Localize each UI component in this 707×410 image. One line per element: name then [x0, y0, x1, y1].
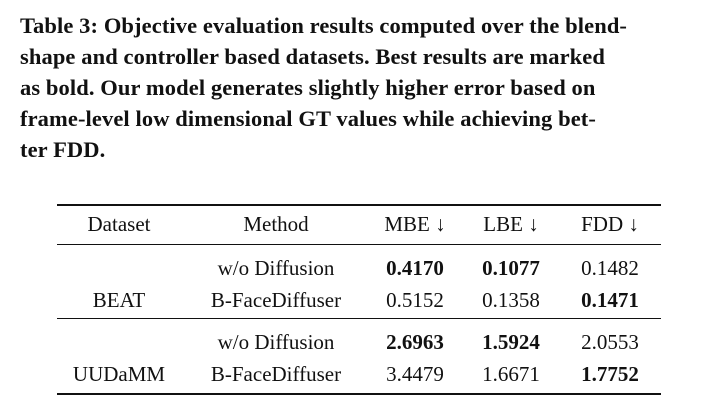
table-header-rule [57, 244, 661, 245]
table-bottom-rule [57, 393, 661, 395]
header-lbe: LBE ↓ [483, 212, 539, 236]
lbe-cell: 1.5924 [482, 330, 540, 354]
table-group-rule [57, 318, 661, 319]
fdd-cell: 1.7752 [581, 362, 639, 386]
mbe-cell: 2.6963 [386, 330, 444, 354]
caption-line: shape and controller based datasets. Bes… [20, 44, 605, 69]
mbe-cell: 0.5152 [386, 288, 444, 312]
header-mbe: MBE ↓ [384, 212, 446, 236]
caption-line: frame-level low dimensional GT values wh… [20, 106, 596, 131]
caption-line: ter FDD. [20, 137, 106, 162]
table-caption: Table 3: Objective evaluation results co… [20, 10, 692, 165]
method-cell: B-FaceDiffuser [210, 362, 342, 386]
fdd-cell: 0.1471 [581, 288, 639, 312]
dataset-beat: BEAT [92, 288, 146, 312]
lbe-cell: 0.1077 [482, 256, 540, 280]
caption-line: as bold. Our model generates slightly hi… [20, 75, 596, 100]
method-cell: w/o Diffusion [217, 256, 335, 280]
caption-line: Table 3: Objective evaluation results co… [20, 13, 628, 38]
lbe-cell: 0.1358 [482, 288, 540, 312]
fdd-cell: 0.1482 [581, 256, 639, 280]
fdd-cell: 2.0553 [581, 330, 639, 354]
header-dataset: Dataset [87, 212, 151, 236]
header-fdd: FDD ↓ [581, 212, 639, 236]
table-top-rule [57, 204, 661, 206]
method-cell: B-FaceDiffuser [210, 288, 342, 312]
mbe-cell: 3.4479 [386, 362, 444, 386]
lbe-cell: 1.6671 [482, 362, 540, 386]
header-method: Method [243, 212, 309, 236]
mbe-cell: 0.4170 [386, 256, 444, 280]
method-cell: w/o Diffusion [217, 330, 335, 354]
dataset-uudamm: UUDaMM [72, 362, 166, 386]
